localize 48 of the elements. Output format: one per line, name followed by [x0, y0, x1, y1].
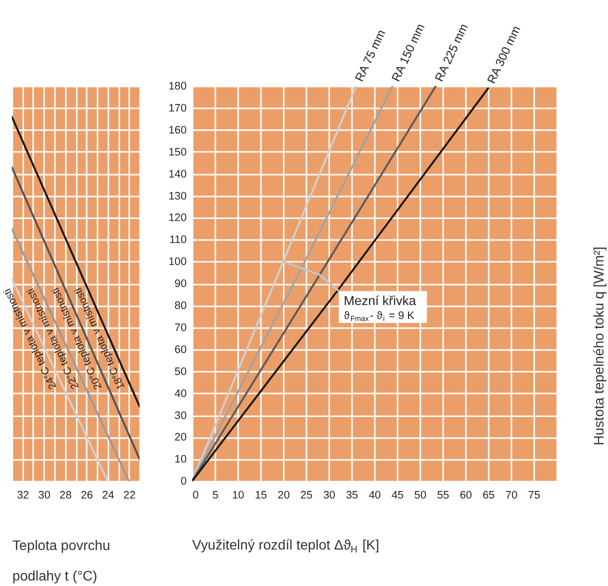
y-tick-label: 120	[168, 212, 187, 224]
y-tick-label: 0	[180, 476, 187, 488]
y-tick-label: 80	[174, 300, 187, 312]
y-tick-label: 140	[168, 168, 187, 180]
x-tick-label: 10	[232, 489, 244, 502]
text: RA 150 mm	[388, 21, 428, 84]
x-tick-label: 25	[300, 489, 313, 502]
y-tick-label: 90	[174, 278, 187, 290]
x-tick-label: 20	[278, 489, 290, 502]
x-tick-label: 75	[528, 489, 540, 502]
x-tick-label: 26	[80, 489, 93, 502]
x-tick-label: 28	[60, 489, 72, 502]
series-label: Mezní křivka	[344, 293, 417, 308]
x-axis-title: Teplota povrchu podlahy t (°C)	[12, 536, 110, 584]
y-tick-label: 170	[168, 102, 187, 114]
x-tick-label: 60	[460, 489, 472, 502]
y-tick-label: 130	[168, 190, 187, 202]
x-tick-label: 30	[323, 489, 336, 502]
y-tick-label: 110	[169, 234, 187, 246]
y-tick-label: 100	[168, 256, 187, 268]
y-tick-label: 60	[174, 344, 187, 356]
text: RA 75 mm	[352, 27, 388, 84]
x-tick-label: 50	[414, 489, 426, 502]
y-axis-title: Hustota tepelného toku q [W/m²]	[590, 246, 607, 446]
x-tick-label: 55	[437, 489, 450, 502]
x-tick-label: 35	[346, 489, 358, 502]
x-tick-label: 22	[123, 489, 136, 502]
x-tick-label: 15	[254, 489, 267, 502]
text: RA 225 mm	[432, 21, 471, 84]
y-tick-label: 50	[174, 366, 187, 378]
x-tick-label: 5	[212, 489, 218, 502]
x-tick-label: 30	[38, 489, 50, 502]
x-tick-label: 32	[16, 489, 30, 502]
y-tick-label: 150	[168, 146, 187, 158]
y-tick-label: 20	[174, 432, 187, 444]
x-tick-label: 0	[192, 489, 199, 502]
x-tick-label: 45	[392, 489, 404, 502]
text: RA 300 mm	[484, 24, 524, 86]
x-tick-label: 24	[102, 489, 114, 502]
y-tick-label: 160	[168, 124, 187, 136]
y-tick-label: 10	[174, 454, 187, 466]
x-tick-label: 40	[368, 489, 381, 502]
y-tick-label: 30	[174, 410, 187, 422]
x-tick-label: 65	[482, 489, 495, 502]
y-tick-label: 70	[174, 322, 187, 334]
y-tick-label: 180	[168, 80, 187, 93]
y-tick-label: 40	[174, 388, 187, 400]
x-tick-label: 70	[505, 489, 518, 502]
